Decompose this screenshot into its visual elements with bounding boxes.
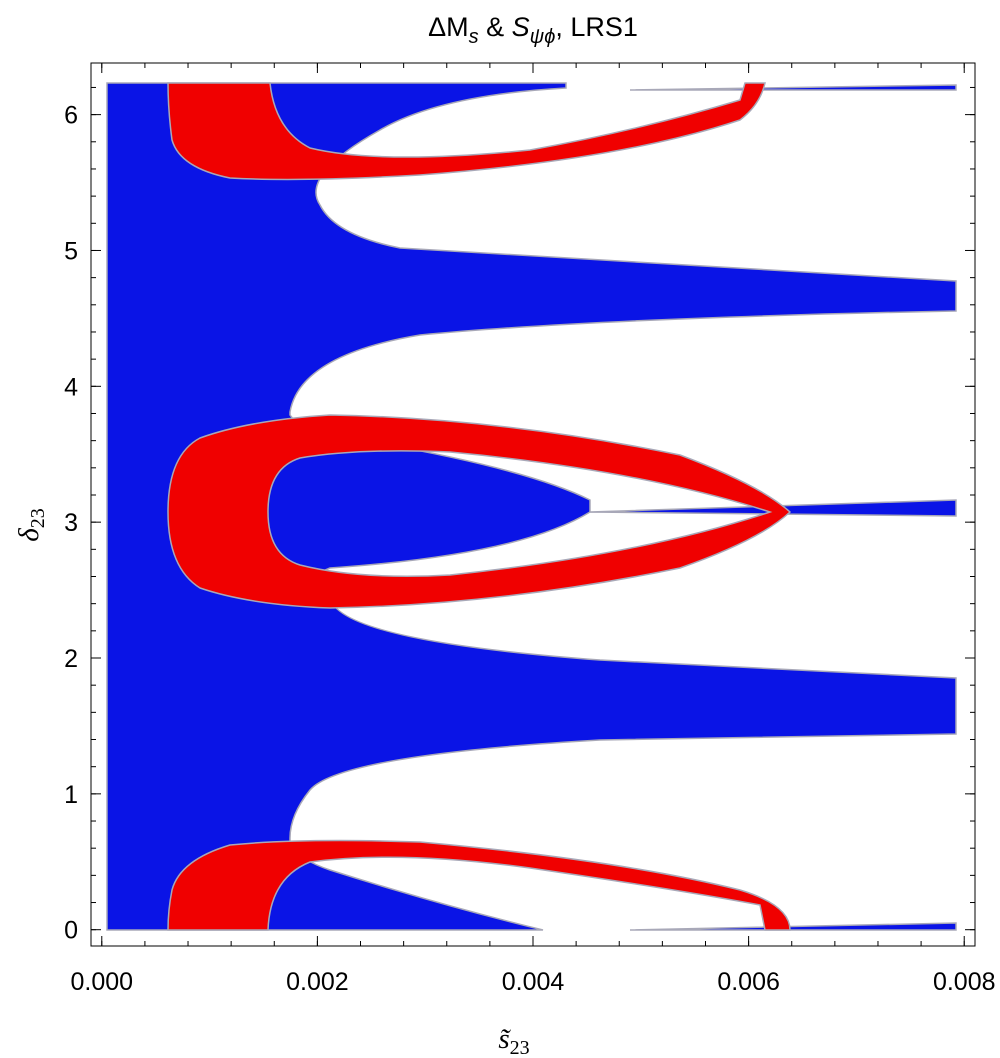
- axis-ticks: [91, 63, 975, 946]
- red-lobe-middle: [167, 414, 792, 609]
- y-tick-label: 3: [64, 509, 78, 537]
- chart-title: ΔMs & Sψϕ, LRS1: [428, 12, 638, 48]
- x-tick-labels: 0.000 0.002 0.004 0.006 0.008: [70, 968, 995, 996]
- x-axis-label: s̃23: [498, 1023, 529, 1058]
- y-tick-label: 0: [64, 917, 78, 945]
- x-tick-label: 0.006: [717, 968, 780, 996]
- red-lobe-lower: [167, 839, 791, 931]
- x-tick-label: 0.002: [286, 968, 349, 996]
- y-tick-label: 1: [64, 781, 78, 809]
- y-tick-label: 5: [64, 237, 78, 265]
- y-tick-label: 6: [64, 102, 78, 130]
- y-tick-label: 2: [64, 645, 78, 673]
- y-tick-label: 4: [64, 373, 78, 401]
- y-axis-label: δ23: [13, 508, 49, 541]
- x-tick-label: 0.008: [933, 968, 996, 996]
- red-lobe-upper: [167, 82, 766, 181]
- x-tick-label: 0.004: [502, 968, 565, 996]
- x-tick-label: 0.000: [70, 968, 133, 996]
- y-tick-labels: 0 1 2 3 4 5 6: [64, 102, 78, 945]
